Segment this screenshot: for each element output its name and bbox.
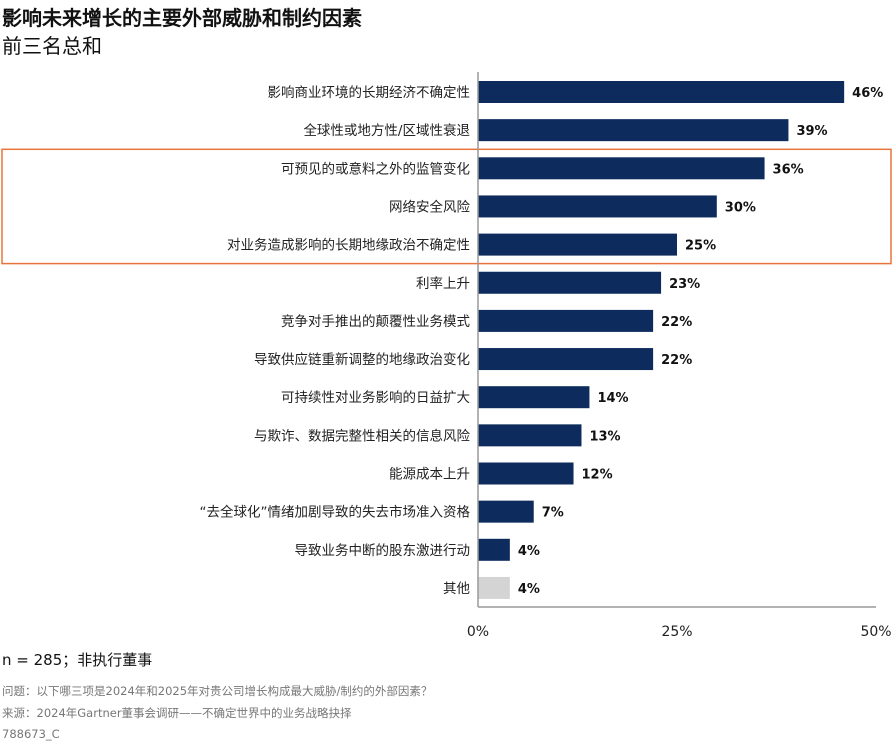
category-label: 网络安全风险: [389, 198, 470, 215]
data-label: 14%: [597, 391, 628, 406]
data-label: 36%: [773, 162, 804, 177]
data-label: 22%: [661, 315, 692, 330]
bar: [478, 119, 789, 142]
data-label: 4%: [518, 582, 540, 597]
data-label: 22%: [661, 353, 692, 368]
category-label: 导致供应链重新调整的地缘政治变化: [254, 351, 470, 368]
data-label: 30%: [725, 200, 756, 215]
x-tick-label: 0%: [467, 624, 489, 640]
chart-id: 788673_C: [2, 727, 60, 741]
category-label: 利率上升: [416, 275, 470, 292]
category-label: 与欺诈、数据完整性相关的信息风险: [254, 427, 470, 444]
bar: [478, 157, 765, 180]
bar: [478, 309, 654, 332]
sample-size-note: n = 285；非执行董事: [2, 651, 153, 669]
category-label: 全球性或地方性/区域性衰退: [303, 122, 470, 139]
category-label: 对业务造成影响的长期地缘政治不确定性: [227, 238, 470, 254]
bar: [478, 348, 654, 371]
bar: [478, 500, 534, 523]
bar: [478, 271, 662, 294]
bar-chart: 影响商业环境的长期经济不确定性 46% 全球性或地方性/区域性衰退 39% 可预见的或意…: [1, 72, 892, 640]
bar: [478, 386, 590, 409]
bar: [478, 233, 677, 256]
data-label: 23%: [669, 277, 700, 292]
bar: [478, 576, 510, 599]
category-label: “去全球化”情绪加剧导致的失去市场准入资格: [200, 504, 471, 521]
category-label: 导致业务中断的股东激进行动: [295, 543, 471, 559]
category-label: 能源成本上升: [389, 467, 470, 483]
category-label: 竞争对手推出的颠覆性业务模式: [281, 313, 470, 330]
bar: [478, 81, 845, 103]
question-note: 问题：以下哪三项是2024年和2025年对贵公司增长构成最大威胁/制约的外部因素…: [2, 684, 433, 698]
category-label: 影响商业环境的长期经济不确定性: [268, 85, 471, 101]
chart-subtitle: 前三名总和: [2, 34, 102, 58]
data-label: 39%: [796, 124, 827, 139]
bar: [478, 424, 582, 447]
data-label: 25%: [685, 239, 716, 254]
category-label: 可预见的或意料之外的监管变化: [281, 160, 470, 177]
data-label: 13%: [589, 429, 620, 444]
data-label: 4%: [518, 544, 540, 559]
category-label: 可持续性对业务影响的日益扩大: [281, 390, 470, 406]
data-label: 46%: [852, 86, 883, 101]
bar: [478, 195, 717, 218]
x-tick-label: 25%: [661, 624, 692, 640]
data-label: 7%: [542, 506, 564, 521]
category-label: 其他: [443, 581, 470, 597]
bar: [478, 538, 510, 561]
bar: [478, 462, 574, 485]
x-tick-label: 50%: [860, 624, 891, 640]
data-label: 12%: [582, 468, 613, 483]
chart-title: 影响未来增长的主要外部威胁和制约因素: [2, 6, 362, 30]
source-note: 来源：2024年Gartner董事会调研——不确定世界中的业务战略抉择: [2, 706, 352, 720]
highlight-box: [1, 148, 892, 265]
